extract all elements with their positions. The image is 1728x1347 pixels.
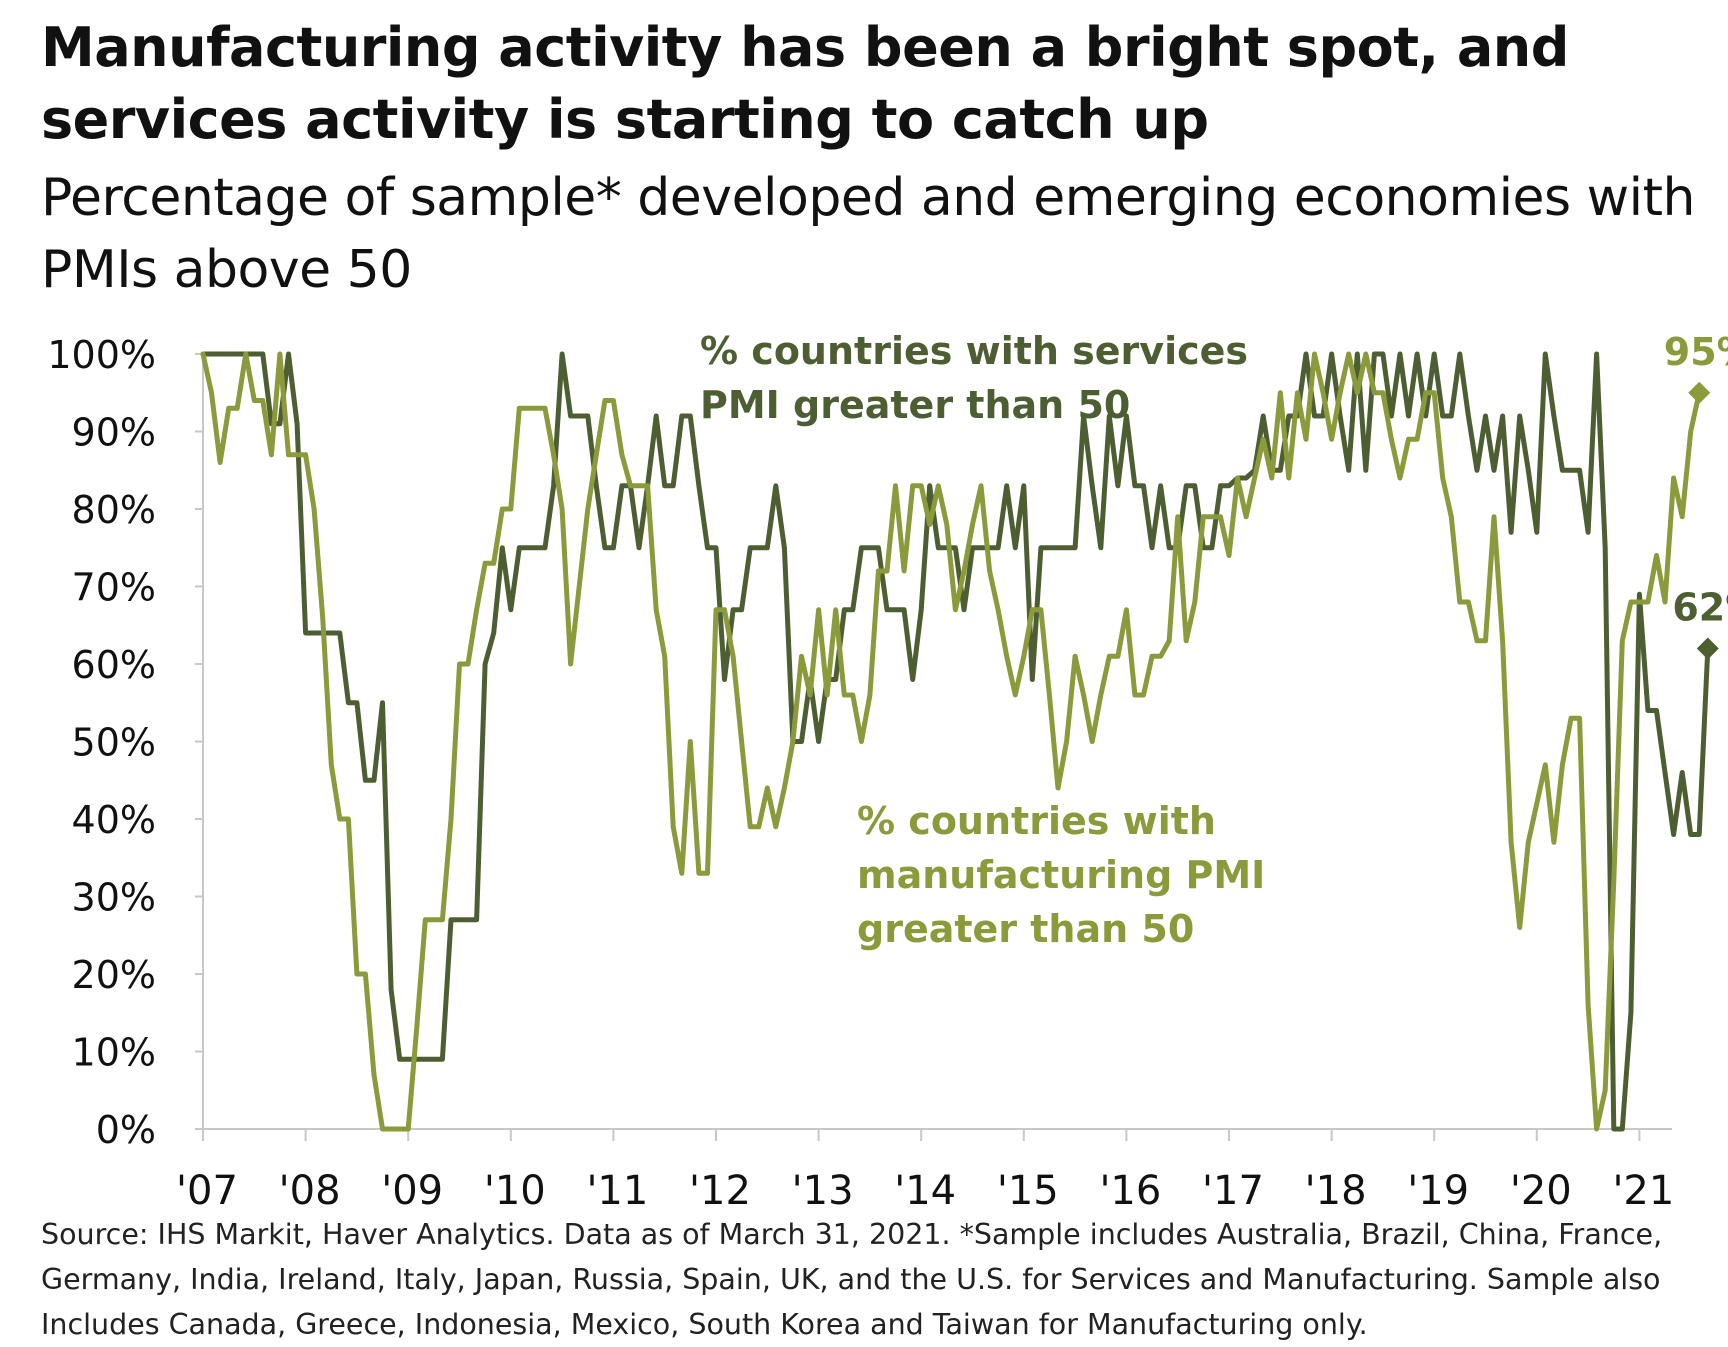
- y-tick-label: 90%: [72, 411, 156, 455]
- x-tick-label: '14: [894, 1168, 956, 1214]
- y-tick-label: 80%: [72, 488, 156, 532]
- x-tick-label: '13: [792, 1168, 854, 1214]
- series-annotations: % countries with services PMI greater th…: [700, 329, 1279, 951]
- services-label-line-2: PMI greater than 50: [700, 383, 1130, 427]
- x-tick-label: '19: [1407, 1168, 1469, 1214]
- y-tick-label: 0%: [96, 1108, 156, 1152]
- manufacturing-end-label: 95%: [1664, 330, 1728, 374]
- y-tick-label: 30%: [72, 876, 156, 920]
- x-tick-label: '08: [279, 1168, 341, 1214]
- manufacturing-end-marker: [1688, 381, 1711, 404]
- y-tick-label: 60%: [72, 643, 156, 687]
- x-tick-label: '17: [1202, 1168, 1264, 1214]
- y-tick-label: 10%: [72, 1031, 156, 1075]
- x-tick-label: '20: [1510, 1168, 1572, 1214]
- line-chart: 0% 10% 20% 30% 40% 50% 60% 70% 80% 90% 100% '07 '08…: [47, 329, 1728, 1214]
- x-tick-label: '09: [381, 1168, 443, 1214]
- x-tick-label: '18: [1305, 1168, 1367, 1214]
- x-tick-label: '07: [176, 1168, 238, 1214]
- services-pmi-line: [200, 351, 1711, 1132]
- manufacturing-pmi-line: [200, 351, 1702, 1132]
- y-tick-label: 20%: [72, 953, 156, 997]
- x-tick-label: '10: [484, 1168, 546, 1214]
- services-end-label: 62%: [1672, 586, 1728, 630]
- manufacturing-series-label: % countries with manufacturing PMI great…: [857, 799, 1279, 951]
- x-tick-label: '15: [997, 1168, 1059, 1214]
- chart-subtitle: Percentage of sample* developed and emer…: [41, 168, 1695, 300]
- services-label-line-1: % countries with services: [700, 329, 1248, 373]
- x-tick-label: '11: [586, 1168, 648, 1214]
- y-tick-label: 100%: [47, 333, 156, 377]
- manufacturing-label-line-3: greater than 50: [857, 907, 1194, 951]
- y-tick-label: 40%: [72, 798, 156, 842]
- manufacturing-label-line-2: manufacturing PMI: [857, 853, 1265, 897]
- chart-title: Manufacturing activity has been a bright…: [41, 16, 1569, 151]
- manufacturing-label-line-1: % countries with: [857, 799, 1216, 843]
- y-tick-label: 70%: [72, 566, 156, 610]
- services-series-label: % countries with services PMI greater th…: [700, 329, 1261, 427]
- y-tick-label: 50%: [72, 721, 156, 765]
- y-axis: 0% 10% 20% 30% 40% 50% 60% 70% 80% 90% 100%: [47, 333, 204, 1152]
- series-lines: 62% 95%: [200, 330, 1728, 1132]
- x-axis: '07 '08 '09 '10 '11 '12 '13 '14 '15 '16 '17 '18 '19 '…: [176, 1128, 1674, 1214]
- x-tick-label: '12: [689, 1168, 751, 1214]
- services-end-marker: [1696, 637, 1719, 660]
- x-tick-label: '21: [1612, 1168, 1674, 1214]
- source-footnote: Source: IHS Markit, Haver Analytics. Dat…: [41, 1218, 1663, 1341]
- x-tick-label: '16: [1099, 1168, 1161, 1214]
